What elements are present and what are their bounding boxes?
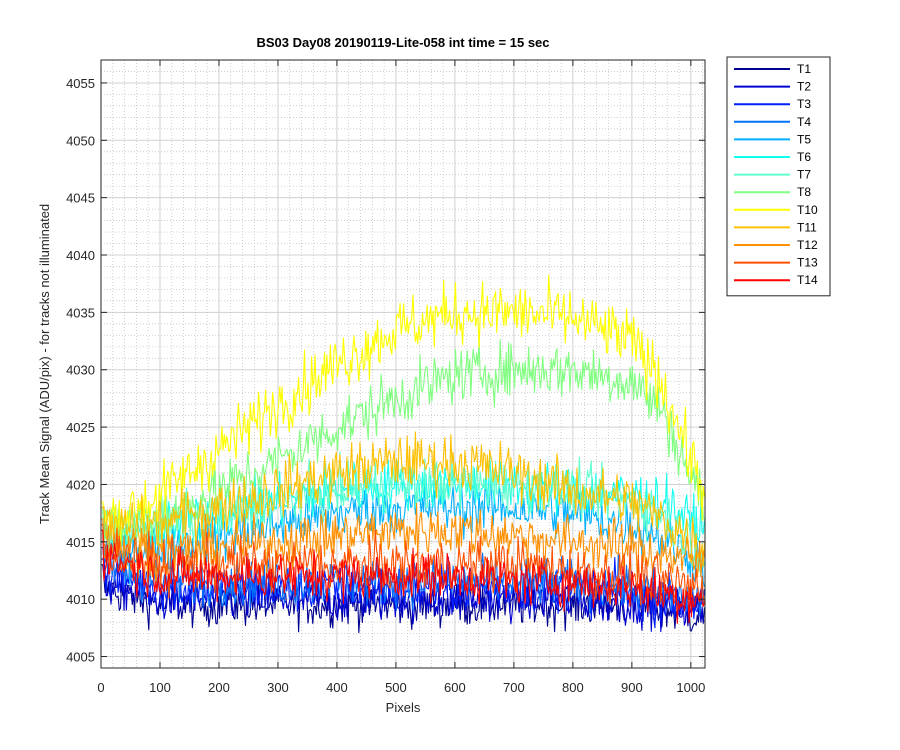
x-tick-label: 500 [385,680,407,695]
legend-label: T12 [797,238,818,252]
x-tick-label: 800 [562,680,584,695]
y-tick-label: 4040 [66,248,95,263]
legend-label: T14 [797,273,818,287]
x-tick-label: 600 [444,680,466,695]
series-line-t11 [101,431,705,567]
y-tick-label: 4055 [66,76,95,91]
y-tick-label: 4025 [66,420,95,435]
x-tick-label: 700 [503,680,525,695]
y-tick-label: 4035 [66,305,95,320]
y-tick-label: 4030 [66,363,95,378]
plot-frame [100,59,706,669]
series-line-t2 [101,558,705,633]
x-axis-label: Pixels [386,700,421,715]
x-tick-label: 300 [267,680,289,695]
x-tick-label: 400 [326,680,348,695]
legend-label: T7 [797,168,811,182]
legend-label: T11 [797,220,817,234]
x-tick-label: 900 [621,680,643,695]
y-tick-label: 4020 [66,477,95,492]
series-line-t14 [101,529,705,624]
x-axis: 0 100 200 300 400 500 600 700 800 900 1000 [97,60,705,695]
x-tick-label: 100 [149,680,171,695]
legend-label: T10 [797,203,818,217]
legend-label: T3 [797,97,811,111]
x-tick-label: 0 [97,680,104,695]
legend: T1 T2 T3 T4 T5 T6 T7 T8 T10 T11 T12 T13 T14 [726,56,831,297]
legend-label: T13 [797,256,818,270]
series-line-t12 [101,502,705,588]
chart-title: BS03 Day08 20190119-Lite-058 int time = … [256,35,549,50]
y-tick-label: 4005 [66,650,95,665]
grid [100,59,705,669]
y-tick-label: 4050 [66,133,95,148]
x-tick-label: 1000 [676,680,705,695]
series-layer [101,274,705,634]
y-tick-label: 4015 [66,535,95,550]
series-line-t4 [101,541,705,617]
legend-label: T4 [797,115,811,129]
series-line-t8 [101,339,705,548]
legend-label: T8 [797,185,811,199]
legend-box [726,56,831,297]
y-axis-label: Track Mean Signal (ADU/pix) - for tracks… [37,204,52,524]
y-tick-label: 4045 [66,191,95,206]
legend-label: T2 [797,80,811,94]
y-axis: 4005 4010 4015 4020 4025 4030 4035 4040 4045 4050… [66,76,705,665]
legend-label: T1 [797,62,811,76]
legend-label: T5 [797,132,811,146]
x-tick-label: 200 [208,680,230,695]
legend-label: T6 [797,150,811,164]
y-tick-label: 4010 [66,592,95,607]
series-line-t10 [101,274,705,559]
